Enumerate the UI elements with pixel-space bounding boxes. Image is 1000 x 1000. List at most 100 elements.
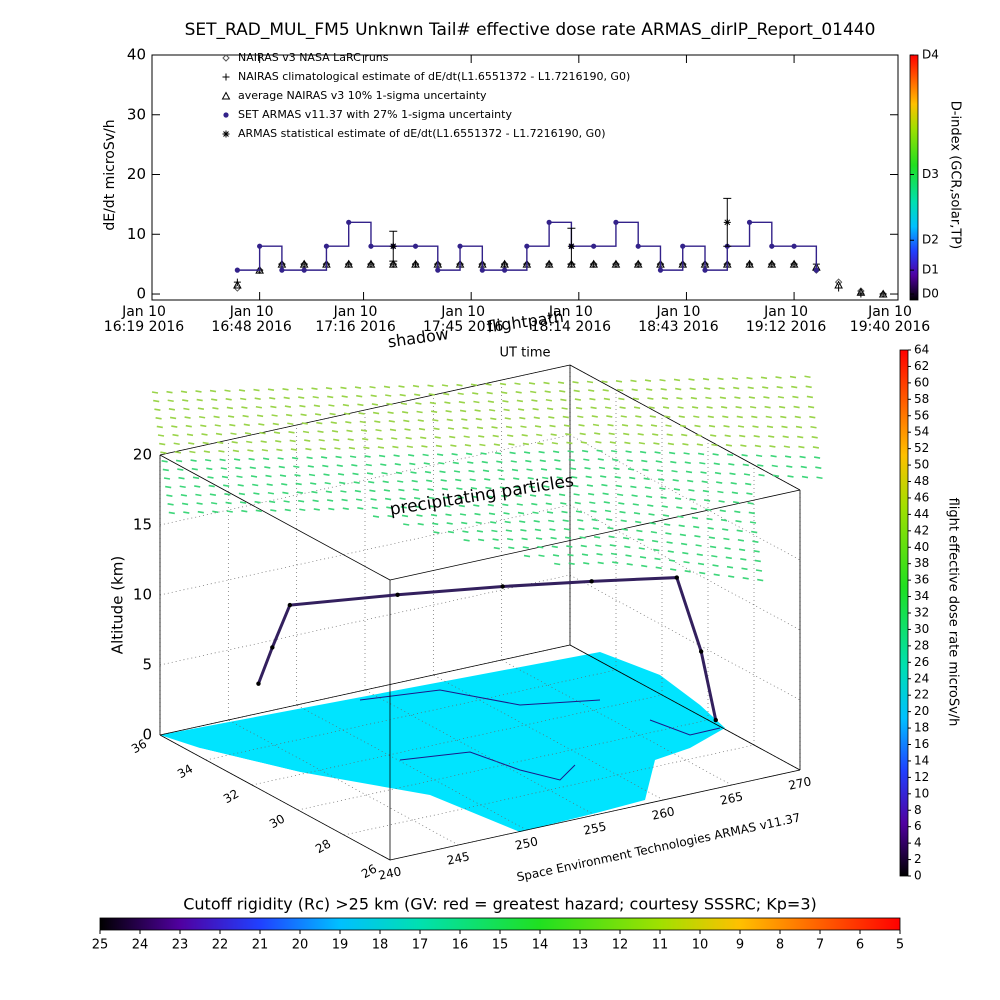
particle-flux [562, 519, 569, 522]
particle-flux [581, 553, 589, 556]
particle-flux [430, 513, 438, 517]
grid-line [569, 504, 801, 631]
particle-flux [269, 397, 276, 400]
particle-flux [463, 435, 470, 439]
particle-flux [559, 390, 566, 393]
particle-flux [566, 545, 573, 548]
particle-flux [428, 496, 435, 500]
particle-flux [550, 536, 557, 540]
particle-flux [621, 424, 629, 427]
particle-flux [609, 441, 617, 444]
x-tick-label: Jan 10 18:43 2016 [638, 304, 719, 335]
colorbar-tick-label: 54 [914, 425, 929, 439]
particle-flux [422, 453, 429, 457]
particle-flux [722, 415, 729, 419]
particle-flux [401, 411, 409, 414]
particle-flux [566, 441, 573, 445]
particle-flux [313, 404, 321, 408]
particle-flux [307, 465, 314, 468]
particle-flux [203, 450, 211, 453]
particle-flux [417, 419, 424, 422]
particle-flux [664, 415, 671, 418]
particle-flux [735, 406, 742, 409]
particle-flux [391, 437, 398, 440]
particle-flux [258, 423, 265, 426]
particle-flux [713, 462, 720, 466]
particle-flux [382, 480, 389, 484]
colorbar-tick-label: 56 [914, 408, 929, 422]
particle-flux [691, 516, 699, 520]
particle-flux [209, 493, 217, 496]
particle-flux [328, 404, 335, 407]
particle-flux [645, 495, 653, 498]
particle-flux [191, 467, 198, 471]
colorbar-tick-label: 13 [572, 938, 589, 953]
particle-flux [733, 386, 740, 390]
particle-flux [320, 456, 328, 459]
lon-tick-label: 245 [446, 849, 471, 867]
particle-flux [526, 468, 533, 472]
particle-flux [659, 487, 666, 490]
data-point [702, 267, 708, 273]
particle-flux [717, 490, 724, 494]
particle-flux [310, 482, 317, 485]
particle-flux [622, 536, 630, 540]
particle-flux [435, 444, 443, 448]
y-tick-label: 30 [127, 105, 146, 123]
particle-flux [249, 466, 256, 470]
particle-flux [167, 399, 174, 403]
particle-flux [241, 509, 248, 513]
particle-flux [178, 476, 185, 480]
particle-flux [250, 475, 258, 478]
z-tick-label: 5 [142, 656, 152, 674]
particle-flux [383, 385, 391, 389]
particle-flux [162, 468, 169, 472]
particle-flux [323, 473, 330, 476]
particle-flux [665, 424, 672, 428]
z-tick-label: 10 [133, 586, 152, 604]
particle-flux [313, 508, 320, 511]
colorbar-tick-label: 64 [914, 343, 929, 357]
particle-flux [748, 511, 755, 515]
box-edge [389, 489, 801, 581]
particle-flux [709, 545, 717, 549]
colorbar-tick-label: 24 [914, 671, 929, 685]
particle-flux [677, 406, 684, 409]
particle-flux [312, 395, 319, 399]
particle-flux [438, 461, 445, 465]
particle-flux [723, 537, 730, 541]
colorbar-tick-label: 12 [612, 938, 629, 953]
particle-flux [704, 387, 711, 390]
particle-flux [531, 399, 538, 402]
particle-flux [208, 484, 215, 488]
particle-flux [343, 412, 351, 416]
d-index-label: D2 [922, 233, 939, 247]
particle-flux [314, 413, 322, 416]
particle-flux [468, 469, 475, 473]
particle-flux [671, 469, 678, 473]
particle-flux [538, 554, 545, 558]
colorbar-tick-label: 16 [452, 938, 469, 953]
particle-flux [550, 433, 557, 436]
particle-flux [434, 436, 441, 439]
particle-flux [739, 434, 746, 438]
plot-frame [151, 54, 899, 301]
particle-flux [500, 494, 508, 498]
particle-flux [491, 426, 498, 429]
y-axis-label: dE/dt microSv/h [102, 119, 118, 230]
particle-flux [810, 425, 817, 429]
particle-flux [688, 378, 695, 381]
particle-flux [207, 476, 214, 479]
particle-flux [523, 554, 531, 558]
colorbar-tick-label: 18 [914, 721, 929, 735]
particle-flux [764, 405, 771, 409]
particle-flux [339, 481, 346, 485]
particle-flux [601, 483, 608, 487]
particle-flux [369, 489, 376, 493]
particle-flux [776, 386, 783, 389]
particle-flux [492, 538, 499, 541]
particle-flux [610, 552, 618, 556]
particle-flux [656, 469, 664, 472]
particle-flux [752, 425, 759, 428]
particle-flux [486, 391, 493, 395]
